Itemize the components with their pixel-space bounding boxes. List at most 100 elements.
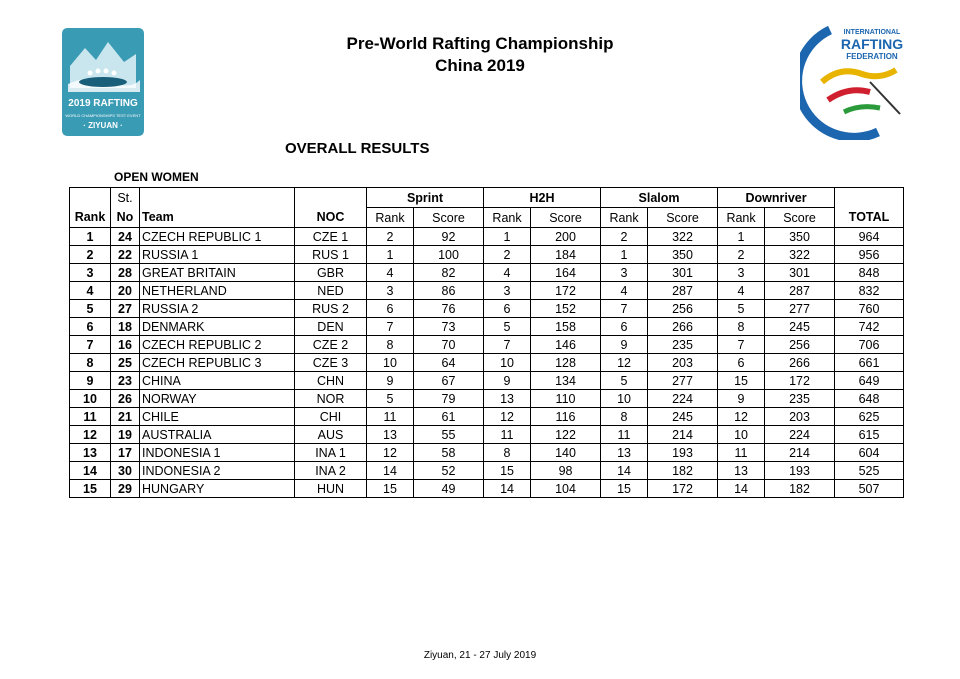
sprint-score-cell: 73 xyxy=(412,317,485,336)
table-row: 2 22 RUSSIA 1 RUS 1 1 100 2 184 1 350 2 322 956 xyxy=(69,245,905,264)
downriver-rank-cell: 5 xyxy=(717,299,766,318)
downriver-rank-cell: 2 xyxy=(717,245,766,264)
table-row: 14 30 INDONESIA 2 INA 2 14 52 15 98 14 182 13 193 52… xyxy=(69,461,905,480)
h2h-score-cell: 122 xyxy=(530,425,602,444)
table-row: 7 16 CZECH REPUBLIC 2 CZE 2 8 70 7 146 9 235 7 256 7… xyxy=(69,335,905,354)
slalom-score-cell: 287 xyxy=(647,281,719,300)
table-row: 11 21 CHILE CHI 11 61 12 116 8 245 12 203 625 xyxy=(69,407,905,426)
noc-cell: HUN xyxy=(294,479,367,498)
slalom-rank-header: Rank xyxy=(600,207,649,228)
slalom-rank-cell: 9 xyxy=(600,335,649,354)
total-header: TOTAL xyxy=(834,207,905,228)
downriver-score-cell: 224 xyxy=(764,425,836,444)
h2h-rank-cell: 1 xyxy=(483,227,532,246)
h2h-rank-cell: 8 xyxy=(483,443,532,462)
slalom-score-cell: 193 xyxy=(647,443,719,462)
slalom-rank-cell: 4 xyxy=(600,281,649,300)
start-no-cell: 16 xyxy=(110,335,140,354)
title-line2: China 2019 xyxy=(435,56,525,75)
slalom-score-cell: 350 xyxy=(647,245,719,264)
header-row-1: St. Sprint H2H Slalom Downriver xyxy=(69,187,905,208)
slalom-rank-cell: 15 xyxy=(600,479,649,498)
sprint-score-cell: 67 xyxy=(412,371,485,390)
sprint-rank-cell: 11 xyxy=(366,407,414,426)
category-label: OPEN WOMEN xyxy=(114,170,199,184)
downriver-rank-cell: 9 xyxy=(717,389,766,408)
rank-cell: 2 xyxy=(69,245,111,264)
sprint-rank-cell: 7 xyxy=(366,317,414,336)
start-no-cell: 23 xyxy=(110,371,140,390)
downriver-header: Downriver xyxy=(717,187,836,208)
rank-cell: 7 xyxy=(69,335,111,354)
table-row: 8 25 CZECH REPUBLIC 3 CZE 3 10 64 10 128 12 203 6 2… xyxy=(69,353,905,372)
h2h-rank-cell: 11 xyxy=(483,425,532,444)
downriver-rank-cell: 7 xyxy=(717,335,766,354)
irf-logo-line1: INTERNATIONAL xyxy=(844,29,901,36)
h2h-score-cell: 164 xyxy=(530,263,602,282)
sprint-score-cell: 58 xyxy=(412,443,485,462)
h2h-score-cell: 116 xyxy=(530,407,602,426)
noc-cell: NOR xyxy=(294,389,367,408)
h2h-rank-cell: 15 xyxy=(483,461,532,480)
rank-cell: 15 xyxy=(69,479,111,498)
downriver-score-cell: 245 xyxy=(764,317,836,336)
slalom-rank-cell: 13 xyxy=(600,443,649,462)
downriver-score-cell: 322 xyxy=(764,245,836,264)
team-cell: NORWAY xyxy=(139,389,295,408)
rank-cell: 1 xyxy=(69,227,111,246)
slalom-score-cell: 224 xyxy=(647,389,719,408)
h2h-rank-cell: 4 xyxy=(483,263,532,282)
sprint-rank-header: Rank xyxy=(366,207,414,228)
total-cell: 956 xyxy=(834,245,905,264)
downriver-score-cell: 256 xyxy=(764,335,836,354)
table-row: 9 23 CHINA CHN 9 67 9 134 5 277 15 172 649 xyxy=(69,371,905,390)
start-no-cell: 20 xyxy=(110,281,140,300)
slalom-score-cell: 203 xyxy=(647,353,719,372)
h2h-header: H2H xyxy=(483,187,602,208)
start-no-cell: 27 xyxy=(110,299,140,318)
noc-cell: RUS 1 xyxy=(294,245,367,264)
total-cell: 760 xyxy=(834,299,905,318)
downriver-score-cell: 277 xyxy=(764,299,836,318)
sprint-score-cell: 82 xyxy=(412,263,485,282)
team-cell: CHINA xyxy=(139,371,295,390)
noc-cell: DEN xyxy=(294,317,367,336)
header-row-2: Rank No Team NOC Rank Score Rank Score R… xyxy=(69,207,905,228)
downriver-score-cell: 203 xyxy=(764,407,836,426)
h2h-score-cell: 128 xyxy=(530,353,602,372)
total-cell: 507 xyxy=(834,479,905,498)
slalom-rank-cell: 1 xyxy=(600,245,649,264)
start-no-cell: 29 xyxy=(110,479,140,498)
h2h-score-header: Score xyxy=(530,207,602,228)
rank-cell: 5 xyxy=(69,299,111,318)
h2h-score-cell: 104 xyxy=(530,479,602,498)
downriver-rank-cell: 3 xyxy=(717,263,766,282)
downriver-score-cell: 182 xyxy=(764,479,836,498)
sprint-rank-cell: 8 xyxy=(366,335,414,354)
no-header: No xyxy=(110,207,140,228)
section-title: OVERALL RESULTS xyxy=(285,140,430,157)
sprint-score-cell: 61 xyxy=(412,407,485,426)
table-row: 10 26 NORWAY NOR 5 79 13 110 10 224 9 235 648 xyxy=(69,389,905,408)
irf-logo-line3: FEDERATION xyxy=(846,52,898,61)
noc-cell: CZE 2 xyxy=(294,335,367,354)
downriver-score-cell: 235 xyxy=(764,389,836,408)
table-row: 13 17 INDONESIA 1 INA 1 12 58 8 140 13 193 11 214 60… xyxy=(69,443,905,462)
sprint-score-cell: 64 xyxy=(412,353,485,372)
sprint-rank-cell: 15 xyxy=(366,479,414,498)
sprint-rank-cell: 14 xyxy=(366,461,414,480)
downriver-rank-cell: 1 xyxy=(717,227,766,246)
sprint-score-cell: 100 xyxy=(412,245,485,264)
team-cell: CZECH REPUBLIC 2 xyxy=(139,335,295,354)
team-cell: INDONESIA 2 xyxy=(139,461,295,480)
noc-cell: GBR xyxy=(294,263,367,282)
slalom-rank-cell: 11 xyxy=(600,425,649,444)
downriver-rank-cell: 8 xyxy=(717,317,766,336)
slalom-rank-cell: 2 xyxy=(600,227,649,246)
h2h-score-cell: 146 xyxy=(530,335,602,354)
total-cell: 706 xyxy=(834,335,905,354)
noc-cell: RUS 2 xyxy=(294,299,367,318)
downriver-rank-cell: 10 xyxy=(717,425,766,444)
team-cell: RUSSIA 2 xyxy=(139,299,295,318)
sprint-score-cell: 86 xyxy=(412,281,485,300)
